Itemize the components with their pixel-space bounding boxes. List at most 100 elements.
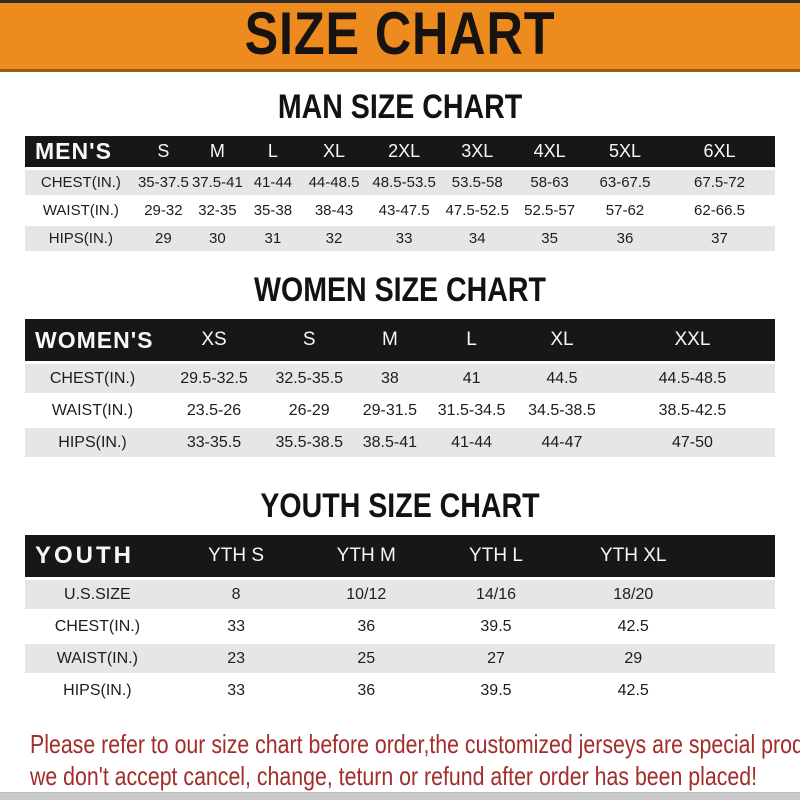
size-cell: 29 (136, 226, 190, 251)
youth-col-header: YTH M (302, 535, 430, 577)
size-cell: 26-29 (268, 396, 351, 425)
size-cell: 53.5-58 (441, 170, 514, 195)
men-col-header: 3XL (441, 136, 514, 167)
youth-col-header: YTH S (169, 535, 303, 577)
youth-hips-row: HIPS(IN.) 33 36 39.5 42.5 (25, 676, 775, 705)
filler-cell (704, 612, 775, 641)
size-cell: 44.5-48.5 (609, 364, 775, 393)
size-cell: 41-44 (429, 428, 514, 457)
women-col-header: XXL (609, 319, 775, 361)
size-cell: 29 (561, 644, 705, 673)
women-col-header: XL (513, 319, 610, 361)
size-cell: 36 (302, 676, 430, 705)
size-cell: 38.5-42.5 (609, 396, 775, 425)
size-cell: 27 (429, 644, 562, 673)
size-cell: 35-38 (244, 198, 301, 223)
size-cell: 47-50 (609, 428, 775, 457)
size-cell: 38-43 (301, 198, 367, 223)
youth-header-row: YOUTH YTH S YTH M YTH L YTH XL (25, 535, 775, 577)
men-waist-row: WAIST(IN.) 29-32 32-35 35-38 38-43 43-47… (25, 198, 775, 223)
size-cell: 18/20 (561, 580, 705, 609)
size-cell: 10/12 (302, 580, 430, 609)
row-label: CHEST(IN.) (25, 170, 137, 195)
size-cell: 35.5-38.5 (268, 428, 351, 457)
size-cell: 39.5 (429, 676, 562, 705)
size-cell: 33 (169, 612, 303, 641)
footer-note: Please refer to our size chart before or… (30, 728, 800, 792)
row-label: HIPS(IN.) (25, 428, 160, 457)
men-col-header: M (190, 136, 245, 167)
size-cell: 47.5-52.5 (441, 198, 514, 223)
banner-title: SIZE CHART (244, 0, 556, 67)
men-header-row: MEN'S S M L XL 2XL 3XL 4XL 5XL 6XL (25, 136, 775, 167)
women-waist-row: WAIST(IN.) 23.5-26 26-29 29-31.5 31.5-34… (25, 396, 775, 425)
youth-chest-row: CHEST(IN.) 33 36 39.5 42.5 (25, 612, 775, 641)
banner: SIZE CHART (0, 0, 800, 72)
row-label: CHEST(IN.) (25, 364, 160, 393)
filler-cell (704, 580, 775, 609)
row-label: WAIST(IN.) (25, 198, 137, 223)
women-size-table: WOMEN'S XS S M L XL XXL CHEST(IN.) 29.5-… (25, 316, 775, 460)
women-col-header: XS (160, 319, 268, 361)
men-col-header: S (136, 136, 190, 167)
size-cell: 33 (169, 676, 303, 705)
men-col-header: 2XL (367, 136, 442, 167)
women-col-header: L (429, 319, 514, 361)
size-cell: 36 (585, 226, 664, 251)
size-cell: 42.5 (561, 676, 705, 705)
youth-section-heading: YOUTH SIZE CHART (260, 487, 540, 525)
size-cell: 39.5 (429, 612, 562, 641)
footer-note-line2: we don't accept cancel, change, teturn o… (30, 761, 758, 791)
row-label: U.S.SIZE (25, 580, 170, 609)
size-cell: 42.5 (561, 612, 705, 641)
size-cell: 23 (169, 644, 303, 673)
size-cell: 29-32 (136, 198, 190, 223)
youth-waist-row: WAIST(IN.) 23 25 27 29 (25, 644, 775, 673)
youth-table-title: YOUTH (25, 535, 170, 577)
women-col-header: M (350, 319, 430, 361)
men-col-header: 4XL (513, 136, 586, 167)
size-cell: 43-47.5 (367, 198, 442, 223)
size-cell: 41 (429, 364, 514, 393)
size-cell: 34.5-38.5 (513, 396, 610, 425)
size-cell: 32-35 (190, 198, 245, 223)
size-cell: 31 (244, 226, 301, 251)
row-label: WAIST(IN.) (25, 644, 170, 673)
size-cell: 38.5-41 (350, 428, 430, 457)
footer-note-line1: Please refer to our size chart before or… (30, 729, 800, 759)
men-hips-row: HIPS(IN.) 29 30 31 32 33 34 35 36 37 (25, 226, 775, 251)
women-chest-row: CHEST(IN.) 29.5-32.5 32.5-35.5 38 41 44.… (25, 364, 775, 393)
row-label: HIPS(IN.) (25, 676, 170, 705)
size-cell: 30 (190, 226, 245, 251)
filler-cell (704, 644, 775, 673)
size-cell: 44.5 (513, 364, 610, 393)
men-section-heading: MAN SIZE CHART (277, 88, 523, 126)
size-cell: 44-47 (513, 428, 610, 457)
size-cell: 41-44 (244, 170, 301, 195)
size-cell: 48.5-53.5 (367, 170, 442, 195)
size-cell: 33-35.5 (160, 428, 268, 457)
men-col-header: 5XL (585, 136, 664, 167)
size-cell: 29.5-32.5 (160, 364, 268, 393)
women-header-row: WOMEN'S XS S M L XL XXL (25, 319, 775, 361)
size-cell: 37 (663, 226, 775, 251)
women-section-heading: WOMEN SIZE CHART (254, 271, 546, 309)
row-label: HIPS(IN.) (25, 226, 137, 251)
youth-size-table: YOUTH YTH S YTH M YTH L YTH XL U.S.SIZE … (25, 532, 775, 708)
size-cell: 35-37.5 (136, 170, 190, 195)
size-cell: 63-67.5 (585, 170, 664, 195)
men-chest-row: CHEST(IN.) 35-37.5 37.5-41 41-44 44-48.5… (25, 170, 775, 195)
size-cell: 58-63 (513, 170, 586, 195)
men-size-table: MEN'S S M L XL 2XL 3XL 4XL 5XL 6XL CHEST… (25, 133, 775, 254)
size-cell: 23.5-26 (160, 396, 268, 425)
size-cell: 33 (367, 226, 442, 251)
women-col-header: S (268, 319, 351, 361)
men-table-title: MEN'S (25, 136, 137, 167)
size-cell: 8 (169, 580, 303, 609)
size-cell: 32 (301, 226, 367, 251)
size-cell: 44-48.5 (301, 170, 367, 195)
size-cell: 67.5-72 (663, 170, 775, 195)
size-cell: 31.5-34.5 (429, 396, 514, 425)
women-table-title: WOMEN'S (25, 319, 160, 361)
